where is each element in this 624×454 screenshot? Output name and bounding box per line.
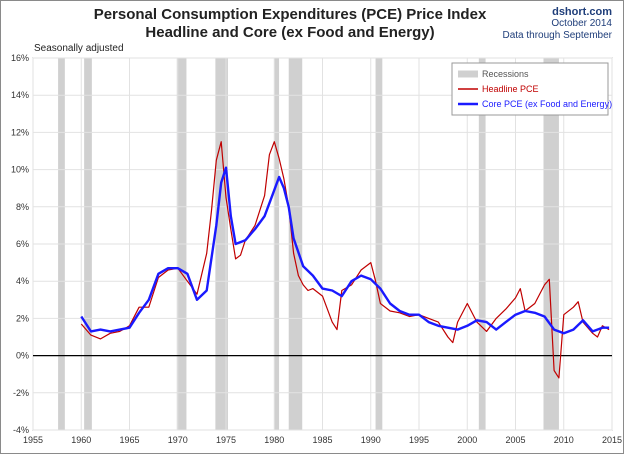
headline-pce-line xyxy=(80,141,610,379)
y-tick-label: 2% xyxy=(16,313,29,323)
chart-title: Personal Consumption Expenditures (PCE) … xyxy=(60,6,520,42)
x-tick-label: 1970 xyxy=(168,435,188,445)
seasonally-adjusted-note: Seasonally adjusted xyxy=(34,43,124,54)
y-tick-label: -4% xyxy=(13,425,29,435)
y-tick-label: 0% xyxy=(16,351,29,361)
x-tick-label: 1955 xyxy=(23,435,43,445)
x-tick-label: 1975 xyxy=(216,435,236,445)
source-block: dshort.com October 2014 Data through Sep… xyxy=(502,6,612,42)
title-line-1: Personal Consumption Expenditures (PCE) … xyxy=(93,6,487,23)
x-tick-label: 1990 xyxy=(361,435,381,445)
y-tick-label: 14% xyxy=(11,90,29,100)
x-tick-label: 1960 xyxy=(71,435,91,445)
x-tick-label: 2000 xyxy=(457,435,477,445)
y-tick-label: 16% xyxy=(11,53,29,63)
axis-labels: -4% -2% 0% 2% 4% 6% 8% 10% 12% 14% 16% 1955 1960 1965… xyxy=(11,53,622,445)
core-pce-line xyxy=(80,166,610,335)
y-tick-label: 12% xyxy=(11,127,29,137)
source-date: October 2014 xyxy=(551,18,612,29)
x-tick-label: 1995 xyxy=(409,435,429,445)
series-lines xyxy=(80,141,610,379)
legend-label-headline: Headline PCE xyxy=(482,84,539,94)
legend-label-recessions: Recessions xyxy=(482,69,529,79)
title-line-2: Headline and Core (ex Food and Energy) xyxy=(145,24,435,41)
y-tick-label: 8% xyxy=(16,202,29,212)
source-through: Data through September xyxy=(502,30,612,41)
x-tick-label: 2015 xyxy=(602,435,622,445)
y-tick-label: 6% xyxy=(16,239,29,249)
x-tick-label: 2005 xyxy=(505,435,525,445)
x-tick-label: 1980 xyxy=(264,435,284,445)
x-tick-label: 2010 xyxy=(554,435,574,445)
y-tick-label: 4% xyxy=(16,276,29,286)
legend: Recessions Headline PCE Core PCE (ex Food … xyxy=(451,62,612,116)
source-site: dshort.com xyxy=(552,6,612,18)
x-tick-label: 1985 xyxy=(312,435,332,445)
y-tick-label: 10% xyxy=(11,165,29,175)
y-tick-label: -2% xyxy=(13,388,29,398)
x-tick-label: 1965 xyxy=(119,435,139,445)
legend-label-core: Core PCE (ex Food and Energy) xyxy=(482,99,612,109)
grid-lines xyxy=(32,57,613,431)
